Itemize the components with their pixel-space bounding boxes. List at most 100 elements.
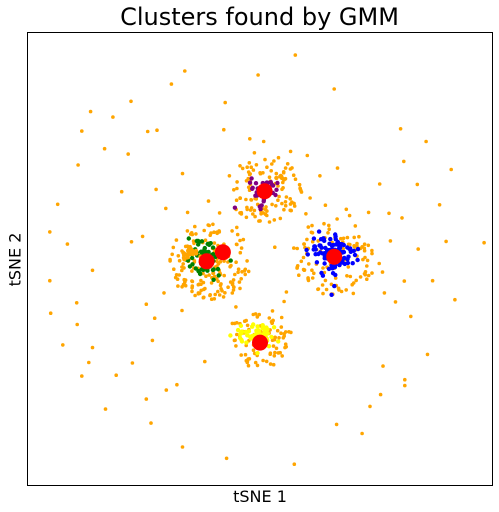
scatter-point bbox=[197, 292, 201, 296]
scatter-point bbox=[232, 278, 236, 282]
scatter-point bbox=[235, 180, 239, 184]
scatter-point bbox=[431, 279, 435, 283]
scatter-point bbox=[232, 188, 236, 192]
scatter-point bbox=[235, 187, 239, 191]
centroid-layer bbox=[199, 183, 343, 350]
scatter-point bbox=[231, 281, 235, 285]
scatter-point bbox=[381, 364, 385, 368]
scatter-point bbox=[268, 316, 272, 320]
scatter-point bbox=[324, 203, 328, 207]
scatter-point bbox=[250, 198, 254, 202]
scatter-point bbox=[305, 238, 309, 242]
scatter-point bbox=[194, 232, 198, 236]
scatter-point bbox=[182, 283, 186, 287]
scatter-point bbox=[276, 329, 280, 333]
scatter-point bbox=[202, 296, 206, 300]
scatter-point bbox=[295, 247, 299, 251]
scatter-point bbox=[315, 260, 319, 264]
scatter-point bbox=[279, 331, 283, 335]
scatter-point bbox=[241, 167, 245, 171]
scatter-point bbox=[370, 249, 374, 253]
scatter-point bbox=[131, 361, 135, 365]
scatter-point bbox=[228, 333, 232, 337]
scatter-point bbox=[348, 214, 352, 218]
scatter-point bbox=[185, 253, 189, 257]
scatter-point bbox=[230, 229, 234, 233]
centroid-marker bbox=[257, 183, 273, 199]
scatter-point bbox=[363, 256, 367, 260]
scatter-point bbox=[153, 316, 157, 320]
scatter-point bbox=[272, 159, 276, 163]
scatter-point bbox=[233, 206, 237, 210]
scatter-point bbox=[244, 353, 248, 357]
scatter-point bbox=[181, 262, 185, 266]
scatter-point bbox=[265, 214, 269, 218]
scatter-point bbox=[288, 197, 292, 201]
scatter-point bbox=[255, 324, 259, 328]
scatter-point bbox=[208, 294, 212, 298]
scatter-point bbox=[317, 229, 321, 233]
scatter-point bbox=[244, 319, 248, 323]
scatter-point bbox=[239, 324, 243, 328]
scatter-point bbox=[232, 288, 236, 292]
scatter-point bbox=[316, 288, 320, 292]
scatter-point bbox=[274, 204, 278, 208]
scatter-point bbox=[164, 207, 168, 211]
scatter-point bbox=[256, 73, 260, 77]
scatter-point bbox=[218, 211, 222, 215]
scatter-point bbox=[327, 224, 331, 228]
scatter-point bbox=[377, 262, 381, 266]
scatter-point bbox=[279, 217, 283, 221]
scatter-point bbox=[141, 235, 145, 239]
scatter-point bbox=[379, 393, 383, 397]
scatter-point bbox=[345, 208, 349, 212]
scatter-point bbox=[154, 188, 158, 192]
scatter-point bbox=[355, 258, 359, 262]
scatter-point bbox=[91, 346, 95, 350]
scatter-point bbox=[238, 196, 242, 200]
scatter-point bbox=[276, 198, 280, 202]
scatter-point bbox=[293, 204, 297, 208]
scatter-point bbox=[383, 291, 387, 295]
scatter-point bbox=[317, 243, 321, 247]
scatter-point bbox=[194, 266, 198, 270]
scatter-point bbox=[236, 233, 240, 237]
scatter-point bbox=[165, 388, 169, 392]
scatter-point bbox=[114, 373, 118, 377]
scatter-point bbox=[409, 315, 413, 319]
scatter-point bbox=[245, 216, 249, 220]
scatter-point bbox=[353, 253, 357, 257]
scatter-point bbox=[300, 260, 304, 264]
scatter-point bbox=[402, 160, 406, 164]
scatter-point bbox=[193, 225, 197, 229]
scatter-point bbox=[268, 175, 272, 179]
scatter-point bbox=[292, 173, 296, 177]
scatter-point bbox=[262, 140, 266, 144]
scatter-point bbox=[416, 183, 420, 187]
scatter-point bbox=[248, 161, 252, 165]
scatter-point bbox=[355, 242, 359, 246]
scatter-point bbox=[269, 335, 273, 339]
scatter-point bbox=[244, 198, 248, 202]
scatter-point bbox=[357, 235, 361, 239]
scatter-point bbox=[170, 253, 174, 257]
scatter-point bbox=[269, 351, 273, 355]
scatter-point bbox=[211, 268, 215, 272]
scatter-point bbox=[285, 290, 289, 294]
scatter-point bbox=[337, 288, 341, 292]
scatter-point bbox=[246, 324, 250, 328]
scatter-point bbox=[145, 302, 149, 306]
scatter-point bbox=[270, 203, 274, 207]
scatter-point bbox=[188, 264, 192, 268]
scatter-point bbox=[275, 347, 279, 351]
scatter-point bbox=[342, 256, 346, 260]
scatter-point bbox=[220, 289, 224, 293]
scatter-point bbox=[321, 274, 325, 278]
scatter-point bbox=[244, 330, 248, 334]
scatter-point bbox=[321, 266, 325, 270]
scatter-point bbox=[271, 319, 275, 323]
scatter-point bbox=[180, 309, 184, 313]
scatter-point bbox=[151, 339, 155, 343]
scatter-point bbox=[270, 162, 274, 166]
scatter-point bbox=[349, 275, 353, 279]
